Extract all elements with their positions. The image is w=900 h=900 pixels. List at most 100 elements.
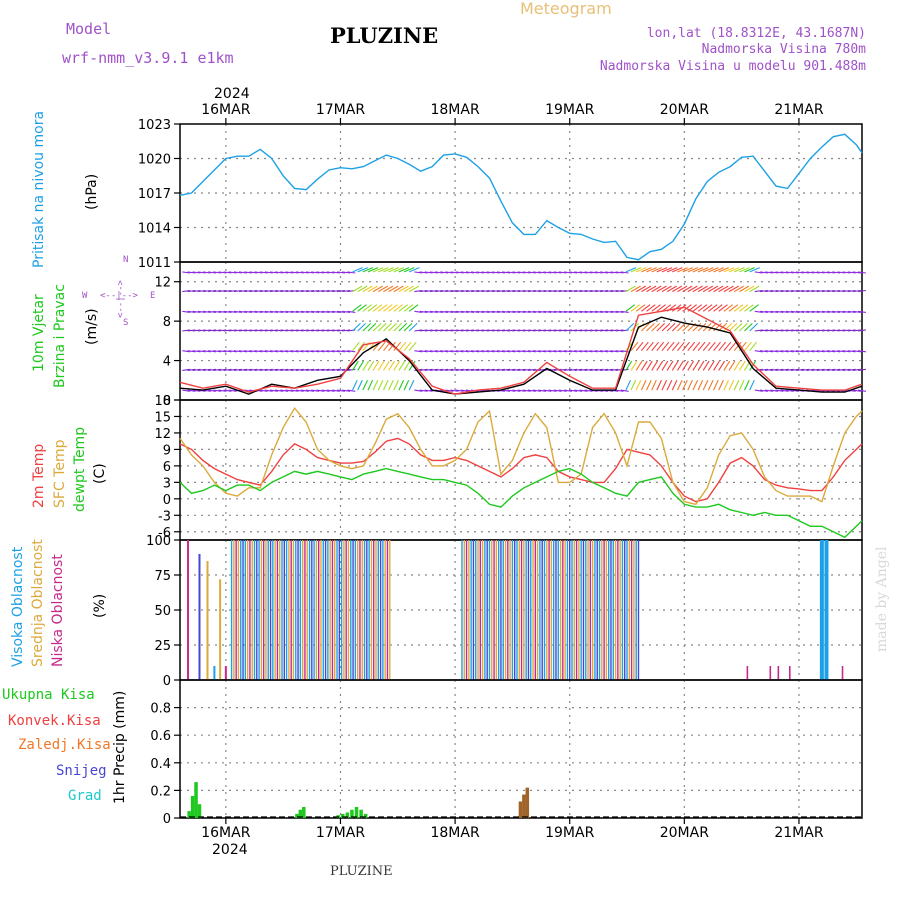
wind-arrow [811,329,820,332]
wind-arrow [445,271,454,274]
temperature-frame [179,399,863,541]
wind-arrow [728,267,740,273]
wind-arrow [372,304,383,312]
wind-arrow [558,350,567,353]
wind-arrow [244,368,253,371]
wind-arrow [527,329,536,332]
wind-arrow [707,360,715,371]
wind-arrow [630,379,637,391]
wind-arrow [192,289,201,293]
wind-arrow [465,310,474,313]
wind-arrow [672,267,683,273]
wind-arrow [605,368,614,371]
wind-arrow [821,271,830,274]
wind-arrow [388,267,399,273]
wind-arrow [661,267,673,273]
wind-arrow [202,368,211,371]
wind-arrow [496,368,505,371]
wind-arrow [770,368,779,371]
wind-arrow [202,271,211,274]
wind-arrow [538,329,547,332]
cloud-bars [187,540,844,680]
wind-arrow [326,310,335,313]
wind-arrow [300,368,309,371]
wind-arrow [522,389,531,392]
wind-arrow [723,304,734,312]
wind-arrow [244,289,253,293]
wind-arrow [502,289,511,293]
wind-arrow [579,350,588,353]
temp-label: 2m Temp [31,444,47,508]
wind-arrow [388,285,399,293]
wind-arrow [641,304,651,312]
wind-arrow [507,289,516,293]
bottom-date-label: 16MAR [201,825,250,841]
wind-arrow [754,289,763,293]
wind-arrow [424,310,433,313]
wind-arrow [702,360,710,371]
bottom-date-label: 21MAR [774,825,823,841]
wind-arrow [383,360,390,371]
wind-arrow [285,289,294,293]
wind-arrow [718,285,729,293]
wind-arrow [749,323,758,332]
wind-arrow [290,350,299,353]
wind-arrow [733,304,744,312]
wind-arrow [321,271,330,274]
wind-arrow [765,329,774,332]
wind-arrow [615,310,624,313]
wind-arrow [445,350,454,353]
wind-arrow [424,350,433,353]
wind-arrow [718,360,726,371]
wind-arrow [584,329,593,332]
sfc-label: SFC Temp [52,439,68,508]
wind-arrow [383,267,394,273]
wind-arrow [702,304,713,312]
wind-arrow [362,323,372,332]
wind-arrow [197,350,206,353]
wind-arrow [538,310,547,313]
wind-label2: Brzina i Pravac [52,284,68,388]
wind-arrow [455,389,464,392]
wind-arrow [445,310,454,313]
wind-arrow [801,329,810,332]
wind-arrow [796,271,805,274]
wind-arrow [295,368,304,371]
wind-arrow [264,368,273,371]
wind-arrow [765,271,774,274]
wind-arrow [269,389,278,392]
wind-arrow [450,329,459,332]
wind-arrow [254,329,263,332]
wind-arrow [455,350,464,353]
wind-arrow [285,310,294,313]
wind-arrow [553,289,562,293]
wind-arrow [486,310,495,313]
wind-arrow [857,329,866,332]
wind-arrow [790,289,799,293]
wind-arrow [847,329,856,332]
wind-arrow [223,289,232,293]
wind-arrow [331,329,340,332]
wind-arrow [182,310,191,313]
wind-arrow [377,323,387,332]
wind-arrow [796,368,805,371]
wind-arrow [259,329,268,332]
wind-arrow [192,368,201,371]
wind-arrow [398,285,409,293]
pressure-ytick-label: 1014 [138,222,171,237]
wind-arrow [615,289,624,293]
precip-frame [179,679,863,819]
wind-arrow [295,310,304,313]
wind-arrow [646,341,654,352]
wind-arrow [403,360,411,371]
wind-arrow [646,285,657,293]
wind-arrow [780,389,789,392]
wind-arrow [424,368,433,371]
wind-arrow [718,267,730,273]
wind-arrow [269,310,278,313]
wind-arrow [625,304,636,312]
wind-arrow [656,360,664,371]
cloud-ytick-label: 50 [154,604,171,619]
wind-arrow [765,289,774,293]
wind-arrow [254,350,263,353]
